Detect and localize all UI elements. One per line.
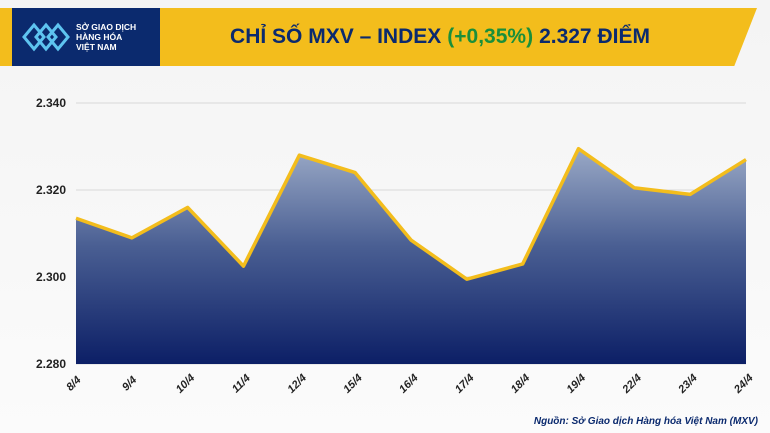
x-tick-label: 24/4 <box>731 372 755 396</box>
x-tick-label: 11/4 <box>230 372 253 395</box>
x-tick-label: 18/4 <box>509 372 533 396</box>
source-note: Nguồn: Sở Giao dịch Hàng hóa Việt Nam (M… <box>533 416 758 427</box>
x-tick-label: 8/4 <box>64 374 83 393</box>
x-tick-label: 17/4 <box>453 372 477 396</box>
x-tick-label: 23/4 <box>676 372 700 396</box>
chart-title: CHỈ SỐ MXV – INDEX (+0,35%) 2.327 ĐIỂM <box>160 8 720 66</box>
mxv-logo-icon <box>22 22 70 52</box>
x-tick-label: 19/4 <box>565 372 589 396</box>
title-change: (+0,35%) <box>447 25 534 48</box>
y-tick-label: 2.280 <box>36 357 66 371</box>
x-tick-label: 15/4 <box>341 372 365 396</box>
x-tick-label: 12/4 <box>285 372 309 396</box>
x-axis-labels: 8/4 9/4 10/4 11/4 12/4 15/4 16/4 17/4 18/4 19/4 22… <box>64 372 755 396</box>
x-tick-label: 22/4 <box>620 372 644 396</box>
title-value: 2.327 ĐIỂM <box>539 25 650 48</box>
x-tick-label: 16/4 <box>397 372 421 396</box>
y-axis-labels: 2.280 2.300 2.320 2.340 <box>36 96 66 371</box>
logo-line: SỞ GIAO DỊCH <box>76 22 137 32</box>
title-prefix: CHỈ SỐ MXV – INDEX <box>230 25 442 48</box>
area-fill <box>76 148 746 364</box>
y-tick-label: 2.320 <box>36 183 66 197</box>
series-line <box>75 146 747 281</box>
logo-line: HÀNG HÓA <box>76 32 123 42</box>
logo-text: SỞ GIAO DỊCH HÀNG HÓA VIỆT NAM <box>76 22 156 52</box>
x-tick-label: 9/4 <box>120 374 139 393</box>
x-tick-label: 10/4 <box>174 372 198 396</box>
logo: SỞ GIAO DỊCH HÀNG HÓA VIỆT NAM <box>12 8 160 66</box>
logo-line: VIỆT NAM <box>76 42 117 52</box>
y-tick-label: 2.300 <box>36 270 66 284</box>
y-tick-label: 2.340 <box>36 96 66 110</box>
